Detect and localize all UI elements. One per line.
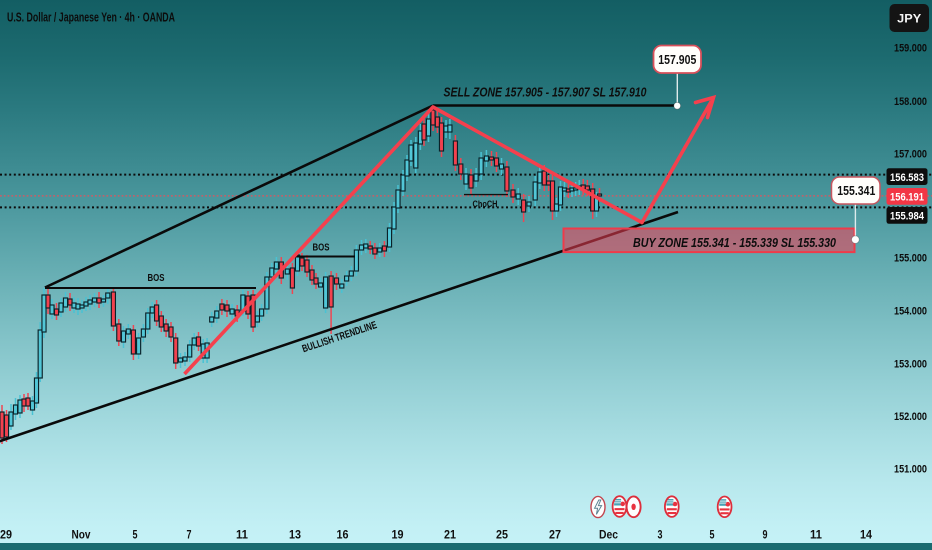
svg-text:155.984: 155.984 bbox=[890, 211, 925, 223]
svg-text:25: 25 bbox=[496, 530, 509, 542]
svg-text:152.000: 152.000 bbox=[894, 411, 927, 423]
svg-text:U.S. Dollar / Japanese Yen · 4: U.S. Dollar / Japanese Yen · 4h · OANDA bbox=[7, 10, 175, 25]
svg-text:156.191: 156.191 bbox=[890, 192, 924, 204]
svg-text:14: 14 bbox=[860, 530, 873, 542]
svg-text:ChoCH: ChoCH bbox=[473, 199, 498, 210]
svg-text:13: 13 bbox=[289, 530, 301, 542]
svg-text:159.000: 159.000 bbox=[894, 43, 927, 55]
svg-text:11: 11 bbox=[810, 530, 823, 542]
svg-text:BOS: BOS bbox=[148, 272, 165, 284]
svg-text:29: 29 bbox=[0, 530, 12, 542]
svg-text:JPY: JPY bbox=[897, 12, 921, 26]
svg-text:5: 5 bbox=[710, 530, 715, 542]
svg-text:21: 21 bbox=[444, 530, 457, 542]
svg-text:5: 5 bbox=[133, 530, 138, 542]
svg-text:Nov: Nov bbox=[72, 530, 92, 542]
svg-text:153.000: 153.000 bbox=[894, 359, 927, 371]
svg-text:SELL ZONE 157.905 - 157.907 SL: SELL ZONE 157.905 - 157.907 SL 157.910 bbox=[444, 85, 648, 100]
svg-text:27: 27 bbox=[549, 530, 561, 542]
svg-text:16: 16 bbox=[337, 530, 349, 542]
svg-text:11: 11 bbox=[236, 530, 249, 542]
svg-text:BULLISH TRENDLINE: BULLISH TRENDLINE bbox=[301, 319, 379, 355]
svg-text:9: 9 bbox=[763, 530, 768, 542]
svg-text:157.000: 157.000 bbox=[894, 149, 927, 161]
svg-text:157.905: 157.905 bbox=[658, 53, 696, 67]
svg-text:19: 19 bbox=[392, 530, 404, 542]
svg-text:151.000: 151.000 bbox=[894, 464, 927, 476]
svg-text:155.000: 155.000 bbox=[894, 253, 927, 265]
svg-text:154.000: 154.000 bbox=[894, 306, 927, 318]
svg-text:158.000: 158.000 bbox=[894, 96, 927, 108]
svg-text:155.341: 155.341 bbox=[837, 184, 875, 198]
svg-text:7: 7 bbox=[187, 530, 192, 542]
svg-text:BUY ZONE 155.341 - 155.339 SL: BUY ZONE 155.341 - 155.339 SL 155.330 bbox=[633, 235, 837, 250]
svg-text:Dec: Dec bbox=[599, 530, 619, 542]
svg-text:3: 3 bbox=[658, 530, 663, 542]
svg-text:BOS: BOS bbox=[313, 242, 330, 254]
svg-text:156.583: 156.583 bbox=[890, 172, 924, 184]
